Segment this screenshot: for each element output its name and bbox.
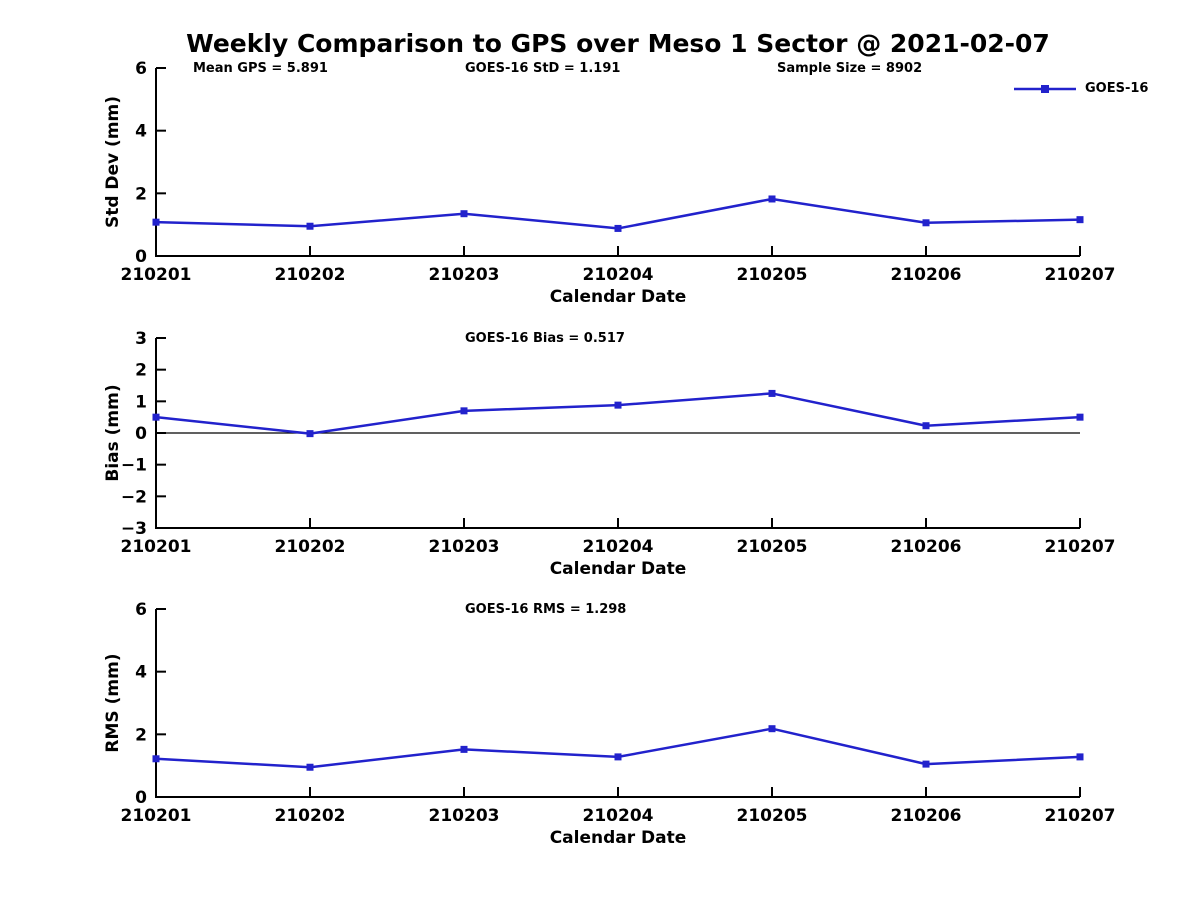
x-tick-label: 210202 [275,537,346,557]
data-point-marker [460,210,468,218]
x-tick-label: 210207 [1045,265,1116,285]
data-point-marker [152,413,160,421]
y-tick-label: 2 [135,184,147,204]
y-tick-label: 3 [135,329,147,349]
figure-title: Weekly Comparison to GPS over Meso 1 Sec… [186,29,1050,58]
y-tick-label: 2 [135,361,147,381]
x-tick-label: 210205 [737,537,808,557]
data-point-marker [768,725,776,733]
data-point-marker [152,218,160,226]
data-point-marker [768,195,776,203]
x-axis-label: Calendar Date [550,828,687,848]
x-tick-label: 210203 [429,265,500,285]
x-tick-label: 210204 [583,265,654,285]
data-point-marker [614,401,622,409]
x-tick-label: 210206 [891,265,962,285]
data-point-marker [306,430,314,438]
y-tick-label: 4 [135,122,147,142]
data-point-marker [306,763,314,771]
series-line-goes-16 [155,392,1081,435]
y-axis-label: Bias (mm) [103,384,123,481]
subplot-std-dev-mm: 0 2 4 6 210201 210202 210203 210204 210205 210206… [103,59,1115,307]
stat-annotation: Sample Size = 8902 [777,61,922,76]
y-tick-label: 0 [135,424,147,444]
legend[interactable]: GOES-16 [1012,81,1148,96]
data-point-marker [614,753,622,761]
x-tick-label: 210201 [121,806,192,826]
axes-spines [155,609,1080,798]
x-tick-label: 210204 [583,806,654,826]
subplot-rms-mm: 0 2 4 6 210201 210202 210203 210204 210205 210206… [103,600,1115,848]
data-point-marker [460,745,468,753]
data-point-marker [1076,216,1084,224]
subplot-bias-mm: −3 −2 −1 0 1 2 3 210201 210202 210203 210204 210205… [103,329,1115,579]
x-tick-label: 210206 [891,537,962,557]
y-axis-label: Std Dev (mm) [103,96,123,228]
y-tick-label: 4 [135,663,147,683]
x-tick-label: 210202 [275,265,346,285]
stat-annotation: Mean GPS = 5.891 [193,61,328,76]
data-point-marker [306,222,314,230]
y-tick-label: −3 [121,519,147,539]
stat-annotation: GOES-16 RMS = 1.298 [465,602,626,617]
x-tick-label: 210203 [429,806,500,826]
x-tick-label: 210204 [583,537,654,557]
data-point-marker [1076,753,1084,761]
data-point-marker [614,224,622,232]
data-point-marker [768,389,776,397]
x-tick-label: 210207 [1045,537,1116,557]
x-tick-label: 210201 [121,537,192,557]
legend-label: GOES-16 [1085,81,1149,96]
data-point-marker [922,760,930,768]
y-tick-label: 6 [135,59,147,79]
x-axis-label: Calendar Date [550,287,687,307]
x-tick-label: 210201 [121,265,192,285]
data-point-marker [1076,413,1084,421]
x-tick-label: 210205 [737,806,808,826]
legend-line-marker-icon [1014,84,1076,93]
x-tick-label: 210203 [429,537,500,557]
x-tick-label: 210206 [891,806,962,826]
y-tick-label: 0 [135,247,147,267]
stat-annotation: GOES-16 StD = 1.191 [465,61,620,76]
y-tick-label: 0 [135,788,147,808]
x-axis-label: Calendar Date [550,559,687,579]
y-tick-label: −1 [121,456,147,476]
data-point-marker [460,407,468,415]
series-line-goes-16 [155,727,1081,769]
stat-annotation: GOES-16 Bias = 0.517 [465,331,625,346]
series-line-goes-16 [155,197,1081,230]
x-tick-label: 210207 [1045,806,1116,826]
data-point-marker [152,755,160,763]
y-tick-label: 2 [135,725,147,745]
y-tick-label: 6 [135,600,147,620]
y-tick-label: 1 [135,392,147,412]
data-point-marker [922,422,930,430]
y-tick-label: −2 [121,487,147,507]
x-tick-label: 210205 [737,265,808,285]
data-point-marker [922,219,930,227]
y-axis-label: RMS (mm) [103,653,123,752]
x-tick-label: 210202 [275,806,346,826]
